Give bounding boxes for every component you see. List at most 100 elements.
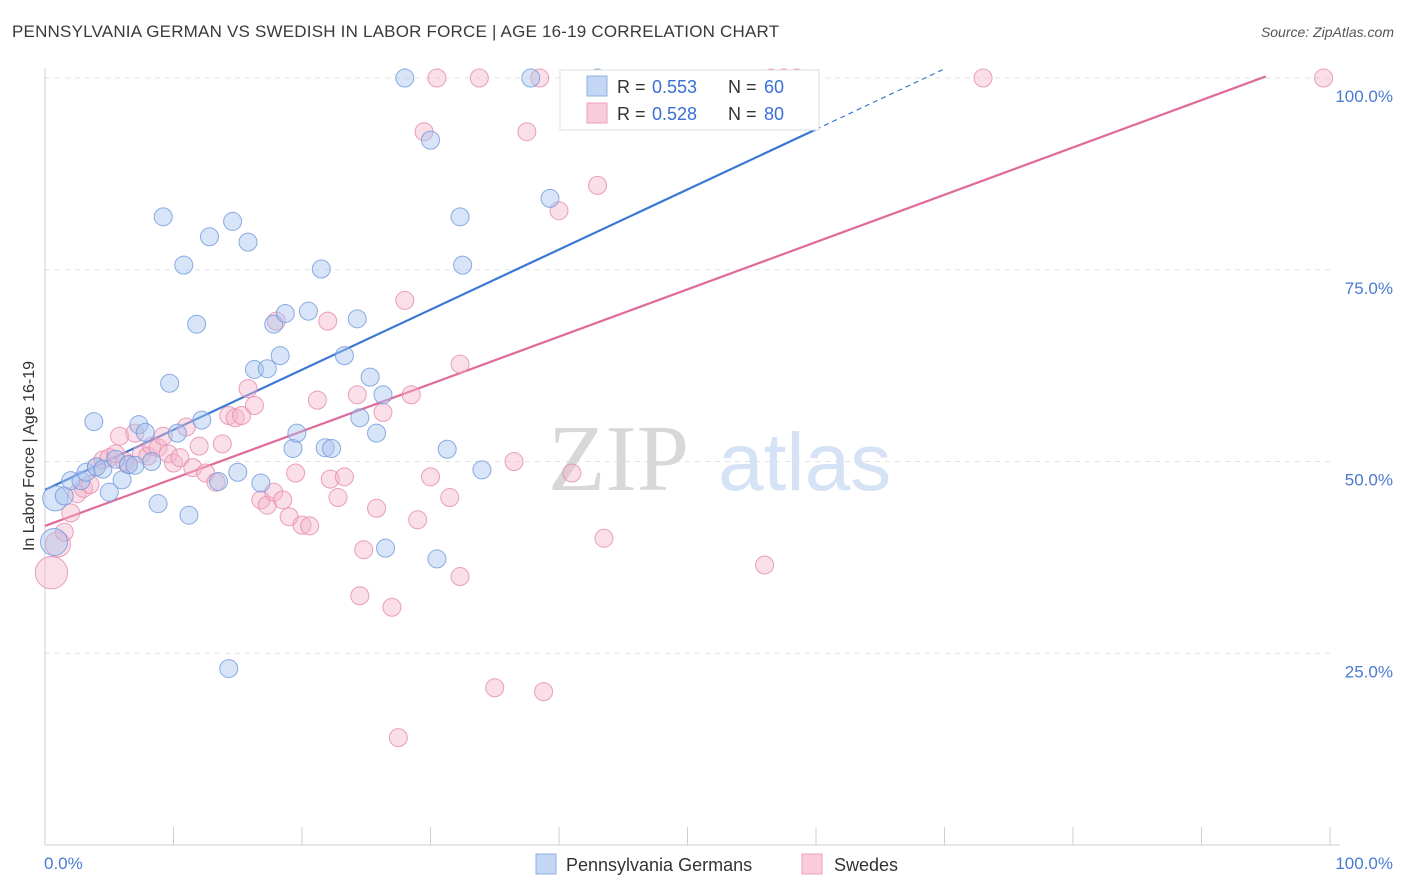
point-pennsylvania-germans [187, 314, 207, 334]
point-swedes [427, 68, 447, 88]
legend-n-value-2: 80 [764, 104, 784, 124]
point-swedes [170, 448, 190, 468]
point-swedes [373, 402, 393, 422]
legend-r-label-1: R = [617, 77, 646, 97]
point-pennsylvania-germans [373, 385, 393, 405]
point-pennsylvania-germans [219, 659, 239, 679]
legend-n-value-1: 60 [764, 77, 784, 97]
point-swedes [382, 597, 402, 617]
y-axis-label: In Labor Force | Age 16-19 [21, 361, 38, 551]
point-swedes [395, 290, 415, 310]
point-swedes [504, 452, 524, 471]
point-swedes [334, 467, 354, 487]
watermark-atlas: atlas [718, 417, 891, 508]
point-pennsylvania-germans [437, 439, 457, 459]
point-swedes [286, 463, 306, 483]
bottom-legend-label-2: Swedes [834, 855, 898, 875]
point-swedes [273, 490, 293, 510]
point-swedes [347, 385, 367, 405]
point-swedes [212, 434, 232, 454]
point-swedes [292, 515, 312, 535]
point-pennsylvania-germans [521, 68, 541, 88]
bottom-legend-swatch-blue [535, 853, 557, 875]
point-swedes [367, 498, 387, 518]
point-swedes [110, 426, 130, 446]
point-swedes [755, 555, 775, 575]
source-label: Source: ZipAtlas.com [1260, 24, 1394, 40]
legend-n-label-1: N = [728, 77, 757, 97]
point-swedes [973, 68, 993, 88]
x-tick-label-max: 100.0% [1335, 854, 1393, 873]
point-swedes [469, 68, 489, 88]
point-swedes [183, 458, 203, 478]
point-pennsylvania-germans [347, 309, 367, 329]
point-swedes [307, 390, 327, 410]
point-swedes [354, 540, 374, 560]
watermark: ZIP atlas [548, 407, 891, 511]
point-swedes [517, 122, 537, 142]
point-swedes [594, 528, 614, 548]
y-tick-label: 100.0% [1335, 87, 1393, 106]
point-swedes [562, 463, 582, 483]
point-swedes [450, 354, 470, 374]
point-pennsylvania-germans [283, 438, 303, 458]
point-pennsylvania-germans [93, 459, 113, 479]
legend: R = 0.553 N = 60 R = 0.528 N = 80 [559, 69, 820, 131]
point-swedes [401, 385, 421, 405]
point-pennsylvania-germans [228, 462, 248, 482]
point-pennsylvania-germans [125, 455, 145, 475]
point-swedes [54, 522, 74, 542]
point-swedes [164, 453, 183, 473]
x-tick-labels: 0.0% 100.0% [44, 854, 1393, 873]
point-swedes [318, 311, 338, 331]
point-swedes [34, 556, 69, 590]
point-swedes [440, 488, 460, 508]
point-swedes [388, 728, 408, 748]
point-pennsylvania-germans [135, 422, 155, 442]
point-swedes [421, 467, 440, 487]
point-pennsylvania-germans [360, 367, 380, 387]
legend-r-label-2: R = [617, 104, 646, 124]
point-pennsylvania-germans [153, 207, 173, 227]
x-tick-label-min: 0.0% [44, 854, 83, 873]
point-swedes [232, 405, 252, 425]
bottom-legend-swatch-pink [801, 853, 823, 875]
watermark-zip: ZIP [548, 407, 689, 511]
point-swedes [1314, 68, 1334, 88]
axes [44, 68, 1340, 846]
point-pennsylvania-germans [76, 462, 96, 482]
legend-n-label-2: N = [728, 104, 757, 124]
point-swedes [300, 516, 320, 536]
trend-line-pennsylvania-germans [44, 128, 817, 491]
point-pennsylvania-germans [84, 412, 104, 432]
point-pennsylvania-germans [450, 207, 470, 227]
point-pennsylvania-germans [208, 471, 228, 491]
point-swedes [189, 436, 209, 456]
point-pennsylvania-germans [119, 455, 139, 475]
point-swedes [320, 469, 340, 489]
point-pennsylvania-germans [251, 473, 271, 493]
legend-swatch-pink [586, 102, 608, 124]
point-pennsylvania-germans [223, 211, 243, 231]
point-pennsylvania-germans [238, 232, 258, 252]
point-pennsylvania-germans [257, 359, 277, 379]
point-pennsylvania-germans [39, 528, 68, 557]
y-tick-label: 75.0% [1345, 279, 1393, 298]
trend-line-extension [815, 68, 945, 130]
point-swedes [588, 175, 608, 195]
point-pennsylvania-germans [427, 549, 447, 569]
point-swedes [153, 426, 173, 446]
point-pennsylvania-germans [174, 255, 194, 275]
trend-line-swedes [44, 75, 1267, 527]
point-pennsylvania-germans [270, 346, 290, 366]
point-swedes [408, 510, 428, 530]
point-pennsylvania-germans [298, 301, 318, 321]
grid-lines [45, 77, 1330, 654]
chart-title: PENNSYLVANIA GERMAN VS SWEDISH IN LABOR … [12, 22, 780, 41]
point-pennsylvania-germans [99, 482, 119, 502]
point-pennsylvania-germans [167, 423, 187, 443]
point-swedes [61, 503, 81, 523]
point-swedes [148, 438, 168, 458]
legend-r-value-2: 0.528 [652, 104, 697, 124]
point-pennsylvania-germans [367, 423, 387, 443]
